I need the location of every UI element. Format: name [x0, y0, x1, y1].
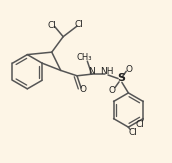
- Text: Cl: Cl: [128, 128, 137, 137]
- Text: Cl: Cl: [47, 21, 56, 30]
- Text: O: O: [80, 85, 87, 94]
- Text: Cl: Cl: [74, 20, 83, 29]
- Text: Cl: Cl: [135, 120, 144, 129]
- Text: NH: NH: [100, 67, 114, 76]
- Text: N: N: [88, 67, 95, 76]
- Text: O: O: [109, 86, 116, 95]
- Text: CH₃: CH₃: [77, 53, 92, 62]
- Text: O: O: [126, 65, 133, 74]
- Text: S: S: [117, 73, 125, 83]
